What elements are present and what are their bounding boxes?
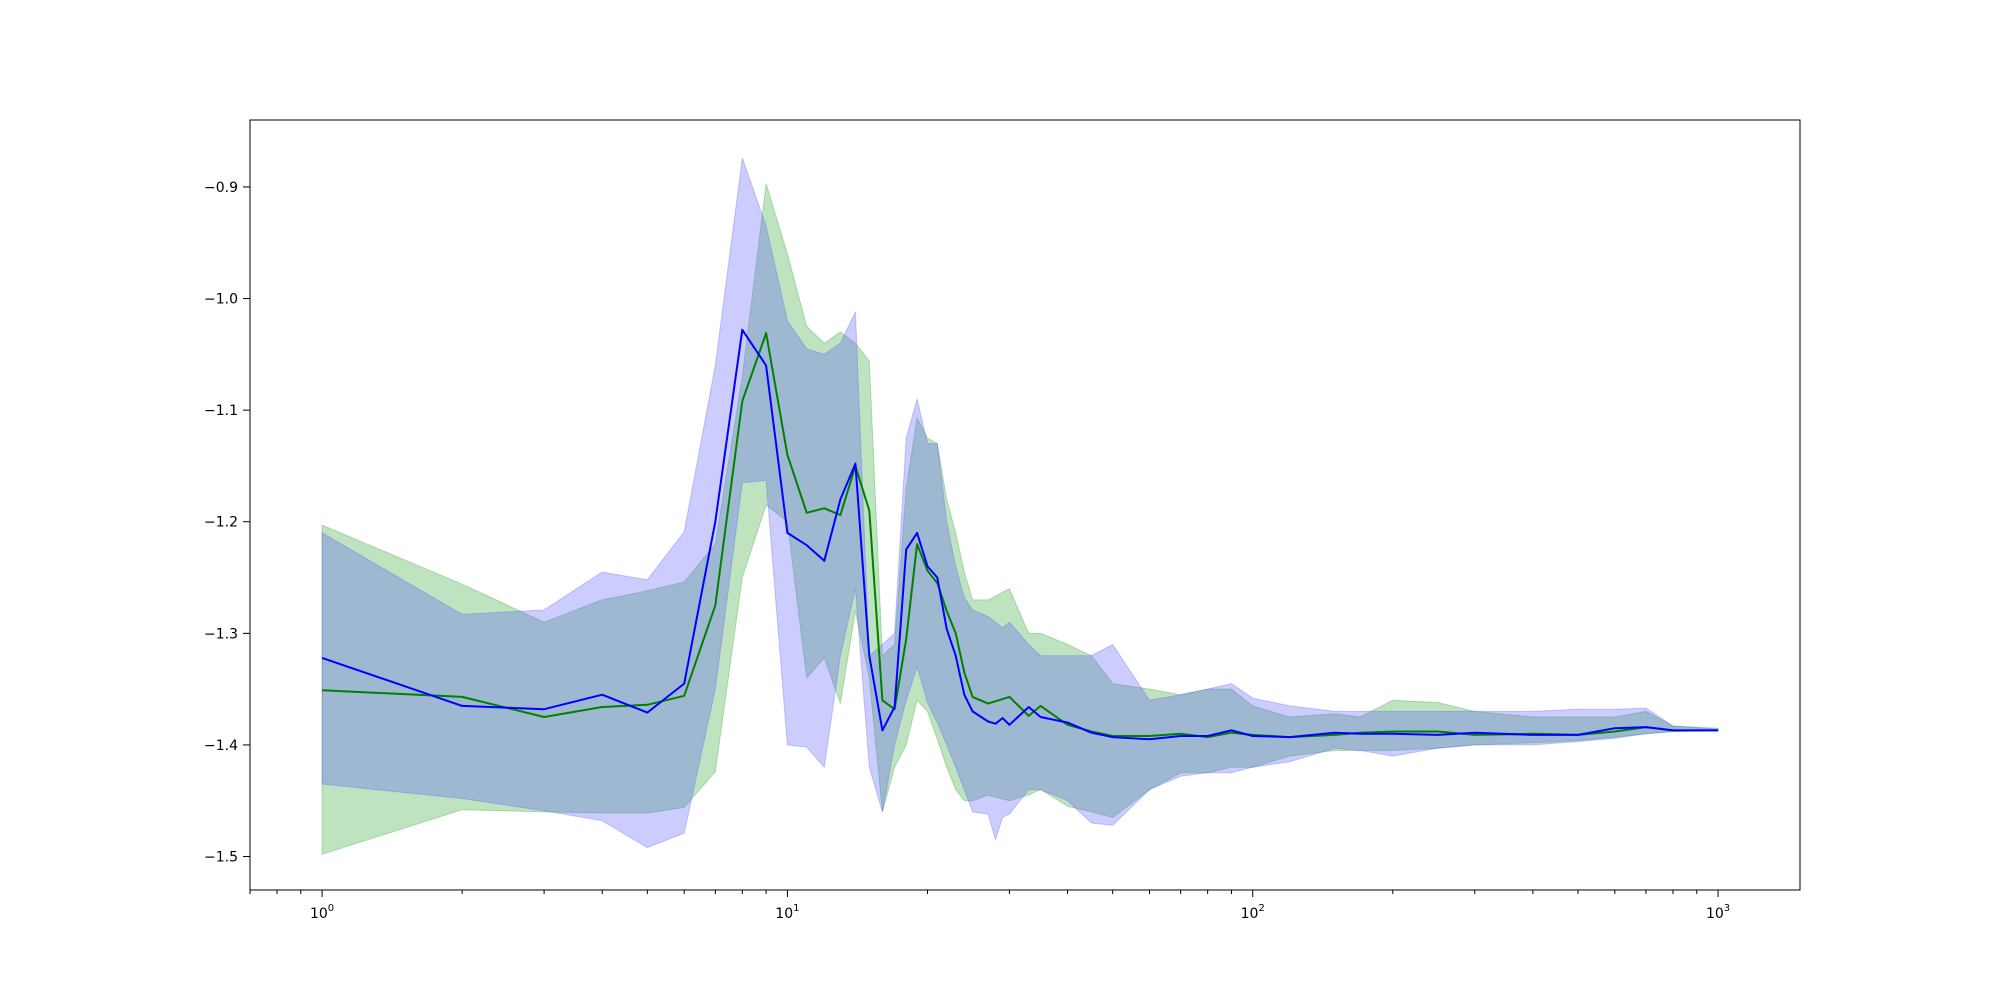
axes-frame (249, 119, 1801, 891)
y-tick-label: −1.1 (204, 403, 238, 419)
y-tick-label: −1.2 (204, 515, 238, 531)
x-tick-label: 103 (1706, 903, 1730, 922)
x-tick-label: 100 (310, 903, 334, 922)
y-tick-label: −1.3 (204, 626, 238, 642)
x-tick-label: 102 (1241, 903, 1265, 922)
y-tick-label: −0.9 (204, 180, 238, 196)
y-axis: −0.9 −1.0 −1.1 −1.2 −1.3 −1.4 −1.5 (204, 180, 250, 866)
y-tick-label: −1.0 (204, 292, 238, 308)
series-2-line (321, 328, 1719, 741)
series-lines (321, 328, 1719, 741)
x-tick-label: 101 (775, 903, 799, 922)
plot-area (321, 157, 1719, 855)
series-1-line (322, 332, 1719, 739)
x-axis: 100 101 102 103 (249, 890, 1730, 922)
y-tick-label: −1.5 (204, 850, 238, 866)
y-tick-label: −1.4 (204, 738, 238, 754)
